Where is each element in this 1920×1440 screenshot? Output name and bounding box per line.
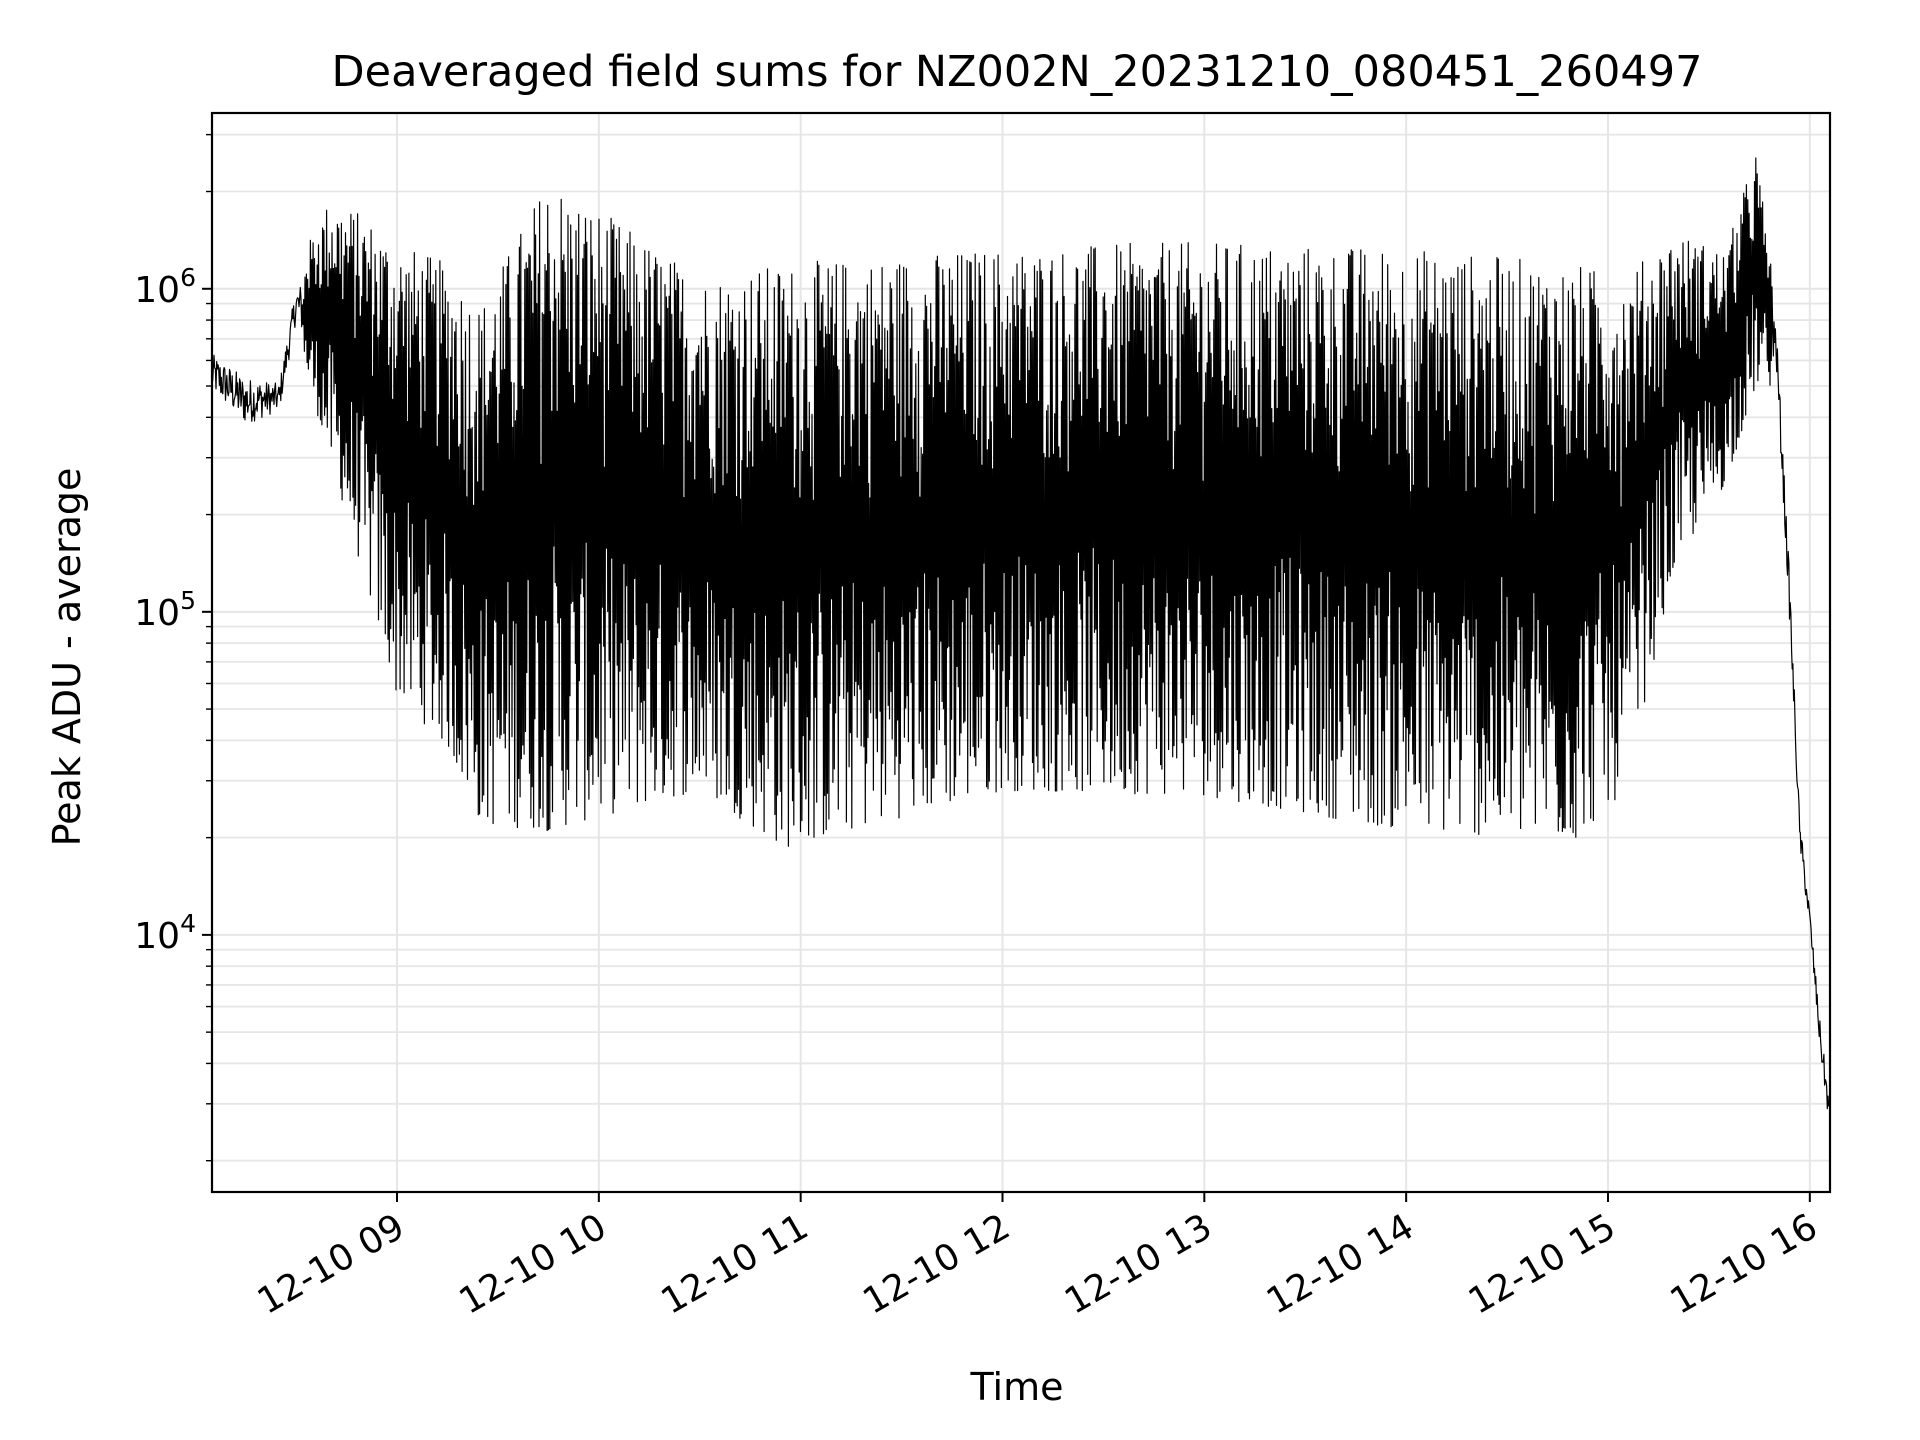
y-tick-label: 105 xyxy=(134,586,196,634)
y-tick-label: 104 xyxy=(134,909,196,957)
y-tick-exponent: 6 xyxy=(180,263,196,292)
y-axis-label: Peak ADU - average xyxy=(45,468,89,847)
series-line-group xyxy=(211,157,1831,1110)
y-tick-base: 10 xyxy=(134,916,180,957)
y-tick-exponent: 4 xyxy=(180,909,196,938)
y-tick-label: 106 xyxy=(134,263,196,311)
series-line xyxy=(211,157,1831,1110)
y-tick-base: 10 xyxy=(134,270,180,311)
x-axis-label: Time xyxy=(970,1365,1064,1409)
y-tick-base: 10 xyxy=(134,593,180,634)
y-tick-exponent: 5 xyxy=(180,586,196,615)
chart-title: Deaveraged field sums for NZ002N_2023121… xyxy=(332,47,1703,97)
plot-frame xyxy=(210,111,1832,1194)
